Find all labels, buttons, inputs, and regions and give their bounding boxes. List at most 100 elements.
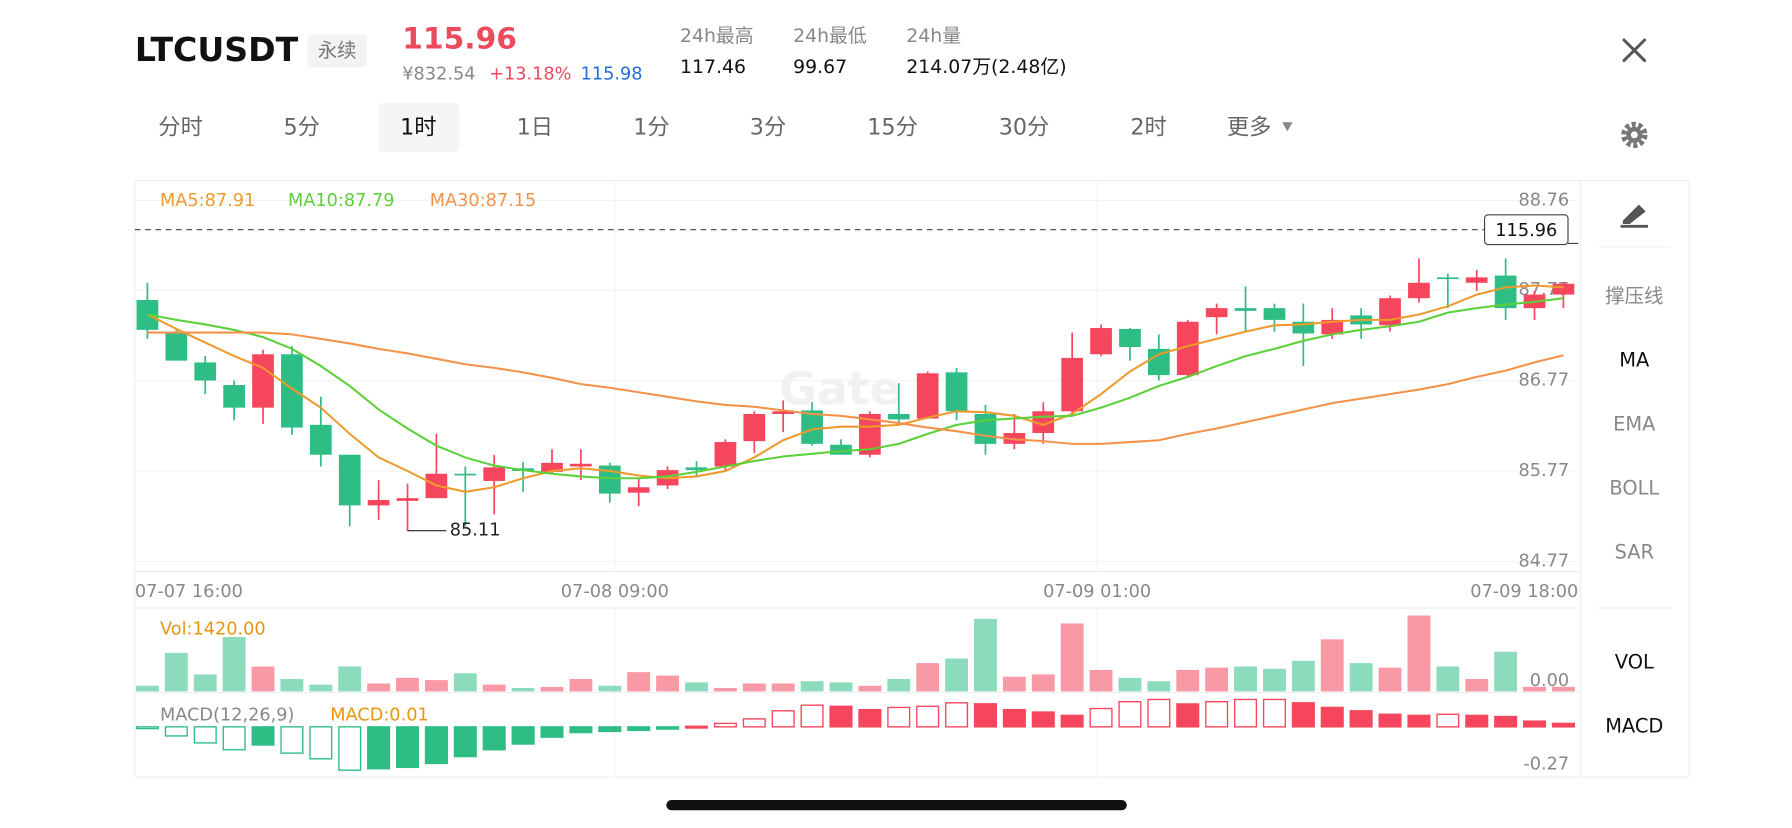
candle-body [1176, 321, 1199, 376]
x-tick-label: 07-08 09:00 [561, 582, 669, 602]
macd-bar [656, 726, 680, 730]
macd-bar [280, 726, 304, 754]
macd-bar [251, 726, 275, 746]
indicator-option[interactable]: MA [1619, 349, 1650, 372]
ma-line [147, 331, 1564, 445]
macd-bar [164, 726, 188, 737]
legend-entry: MA10:87.79 [288, 191, 395, 211]
candle-body [772, 411, 795, 414]
tab[interactable]: 1时 [400, 114, 436, 140]
candle-body [194, 362, 217, 381]
macd-bar [800, 704, 824, 728]
candle-body [1090, 328, 1112, 355]
price-box-label: 115.96 [1495, 221, 1557, 241]
volume-bar [829, 682, 853, 692]
candle-body [887, 414, 910, 420]
indicator-option[interactable]: EMA [1613, 413, 1656, 436]
candle-body [1494, 275, 1517, 309]
close-icon[interactable] [1622, 38, 1647, 63]
macd-bar [858, 708, 882, 728]
candle-body [1465, 277, 1488, 283]
macd-bar [598, 726, 622, 733]
volume-bar [685, 682, 708, 692]
volume-bar [713, 688, 737, 692]
candle-body [483, 467, 506, 481]
volume-bar [1465, 678, 1489, 692]
macd-bar [1176, 703, 1200, 728]
legend-entry: MA5:87.91 [160, 191, 255, 211]
ma-line [147, 297, 1564, 480]
tab[interactable]: 更多 [1227, 114, 1272, 140]
candle-body [714, 442, 737, 467]
macd-bar [1407, 714, 1431, 728]
candle-body [859, 414, 881, 455]
volume-bar [627, 672, 651, 692]
volume-bar [1031, 674, 1055, 692]
macd-bar [684, 725, 709, 729]
indicator-option[interactable]: MACD [1605, 714, 1663, 737]
tab[interactable]: 分时 [158, 114, 203, 140]
volume-bar [598, 685, 622, 692]
volume-bar [309, 684, 333, 692]
last-price: 115.96 [402, 21, 517, 56]
indicator-option[interactable]: SAR [1615, 541, 1654, 564]
macd-bar [1465, 714, 1489, 728]
volume-bar [800, 681, 824, 692]
tab[interactable]: 1日 [517, 114, 553, 140]
volume-bar [338, 666, 362, 692]
volume-bar [1263, 668, 1286, 692]
candle-body [1234, 308, 1257, 311]
macd-bar [1060, 714, 1084, 728]
macd-bar [1031, 711, 1055, 728]
macd-bar [1551, 722, 1575, 728]
y-tick-label: 85.77 [1518, 461, 1569, 481]
volume-bar [396, 677, 419, 692]
macd-bar [135, 726, 159, 730]
volume-bar [1349, 663, 1373, 692]
candle-body [916, 373, 939, 419]
macd-bar [742, 718, 766, 728]
tab[interactable]: 30分 [999, 114, 1050, 140]
volume-bar [1436, 666, 1460, 692]
indicator-option[interactable]: BOLL [1609, 477, 1659, 500]
volume-bar [1205, 667, 1229, 692]
volume-bar [280, 678, 304, 692]
macd-bar [222, 726, 246, 751]
y-tick-label: 84.77 [1518, 551, 1569, 571]
candle-body [223, 385, 245, 408]
y-tick-label: 88.76 [1518, 190, 1569, 210]
volume-bar [1320, 639, 1344, 692]
candle-body [974, 414, 997, 444]
watermark: Gate [779, 363, 900, 416]
tab[interactable]: 3分 [750, 114, 786, 140]
candle-body [1205, 308, 1228, 318]
candle-body [801, 410, 823, 444]
candle-body [1408, 282, 1430, 299]
macd-bar [424, 726, 448, 765]
settings-icon[interactable] [1621, 121, 1648, 148]
macd-bar [829, 705, 853, 728]
tab[interactable]: 1分 [633, 114, 669, 140]
candle-body [1263, 308, 1286, 320]
volume-bar [511, 688, 535, 692]
candle-body [743, 414, 766, 442]
low-label: 85.11 [450, 521, 501, 541]
indicator-option[interactable]: VOL [1615, 650, 1654, 673]
volume-bar [742, 683, 766, 692]
volume-bar [1089, 669, 1113, 692]
macd-bar [540, 726, 564, 738]
indicator-option[interactable]: 撑压线 [1605, 285, 1663, 308]
stat-label: 24h量 [906, 26, 961, 47]
y-tick-label: 86.77 [1518, 371, 1569, 391]
volume-bar [1234, 666, 1257, 692]
macd-label: MACD:0.01 [330, 705, 428, 725]
volume-bar [136, 685, 159, 692]
volume-bar [858, 685, 882, 692]
tab[interactable]: 5分 [283, 114, 319, 140]
tab[interactable]: 15分 [867, 114, 918, 140]
tab[interactable]: 2时 [1130, 114, 1166, 140]
volume-tick-label: 0.00 [1530, 671, 1569, 691]
badge-bg [307, 34, 367, 68]
draw-icon[interactable] [1620, 204, 1648, 228]
